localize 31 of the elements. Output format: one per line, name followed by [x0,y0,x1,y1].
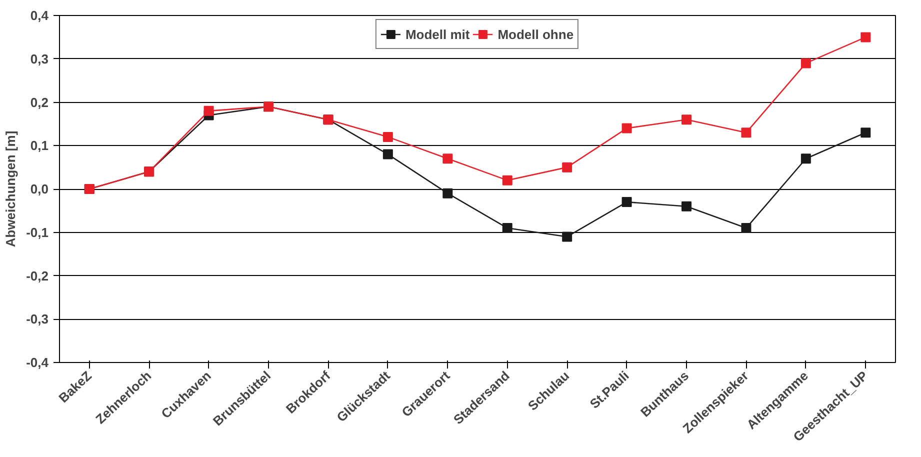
point [442,188,453,198]
legend-label: Modell ohne [498,26,574,42]
point [860,32,871,42]
point [382,149,393,160]
point [741,128,752,138]
point [682,201,692,212]
y-tick-label: -0,2 [26,268,49,284]
point [622,197,632,208]
point [502,223,512,234]
point [382,132,393,142]
point [562,162,572,172]
point [622,123,632,134]
y-tick-label: -0,3 [26,312,49,327]
y-tick-label: 0,4 [30,8,50,23]
legend-label: Modell mit [405,26,470,42]
point [800,58,811,68]
y-axis-title: Abweichungen [m] [3,130,18,248]
y-tick-label: -0,4 [26,355,50,370]
point [682,114,692,125]
point [562,232,572,242]
y-tick-label: 0,3 [30,51,49,66]
y-tick-label: 0,0 [30,182,49,196]
y-tick-label: -0,1 [26,224,49,240]
point [204,106,214,116]
y-tick-label: 0,1 [30,138,49,154]
point [442,154,453,164]
point [860,128,871,138]
point [741,223,752,234]
y-tick-label: 0,2 [30,94,49,110]
point [800,154,811,164]
point [502,175,512,186]
